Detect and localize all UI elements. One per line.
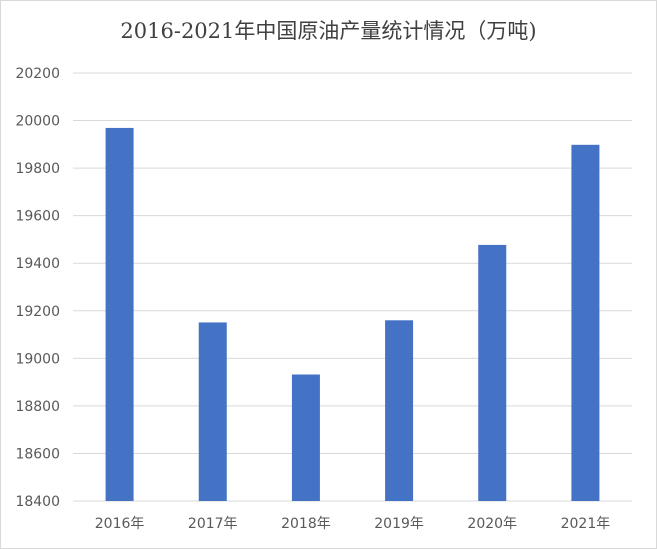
y-tick-label: 18600	[15, 446, 60, 462]
bar	[291, 374, 320, 501]
y-tick-label: 20200	[15, 66, 60, 82]
y-tick-label: 19000	[15, 351, 60, 367]
x-tick-label: 2021年	[561, 516, 611, 532]
x-tick-label: 2019年	[374, 516, 424, 532]
bar	[385, 320, 414, 501]
y-tick-label: 19600	[15, 209, 60, 225]
y-tick-label: 18800	[15, 399, 60, 415]
y-tick-label: 20000	[15, 114, 60, 130]
y-tick-label: 18400	[15, 494, 60, 510]
y-tick-label: 19200	[15, 304, 60, 320]
y-tick-label: 19800	[15, 161, 60, 177]
chart-title: 2016-2021年中国原油产量统计情况（万吨)	[120, 19, 537, 43]
x-tick-label: 2018年	[281, 516, 331, 532]
bar	[478, 244, 507, 501]
bar	[571, 144, 600, 501]
y-tick-label: 19400	[15, 256, 60, 272]
bar	[105, 127, 134, 501]
bar	[198, 322, 227, 501]
x-tick-label: 2016年	[95, 516, 145, 532]
x-tick-label: 2017年	[188, 516, 238, 532]
x-tick-label: 2020年	[467, 516, 517, 532]
